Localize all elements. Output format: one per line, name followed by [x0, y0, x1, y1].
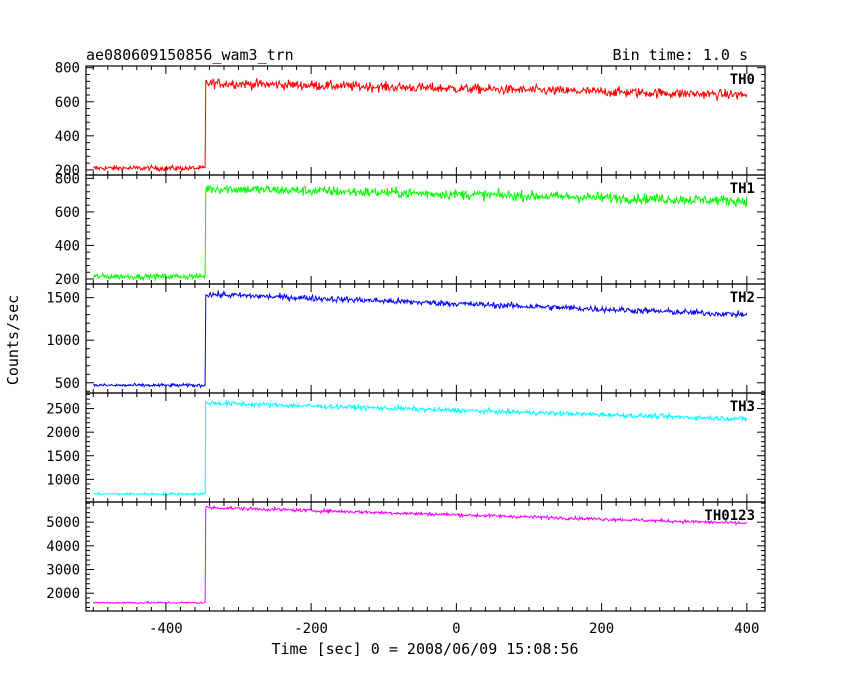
- panel-th3: 1000 1500 2000 2500 TH3: [46, 392, 766, 503]
- x-tick-label: 200: [589, 621, 614, 637]
- panel-th2: 500 1000 1500 TH2: [46, 283, 766, 394]
- series-line-th0123: [93, 505, 748, 605]
- y-tick-label: 2000: [46, 425, 80, 441]
- y-tick-label: 200: [55, 272, 80, 288]
- panel-th1: 200 400 600 800 TH1: [55, 171, 766, 288]
- x-axis-label: Time [sec] 0 = 2008/06/09 15:08:56: [271, 640, 578, 658]
- x-tick-label: -200: [294, 621, 328, 637]
- y-tick-label: 200: [55, 163, 80, 179]
- chart-title: ae080609150856_wam3_trn: [86, 46, 294, 64]
- y-tick-label: 800: [55, 171, 80, 187]
- series-line-th2: [93, 290, 748, 389]
- panel-frame: [85, 65, 766, 176]
- y-tick-label: 800: [55, 61, 80, 77]
- y-tick-label: 1500: [46, 449, 80, 465]
- panel-label-th3: TH3: [730, 399, 755, 415]
- panel-th0123: 2000 3000 4000 5000 TH0123: [46, 501, 766, 612]
- y-tick-label: 400: [55, 129, 80, 145]
- panel-label-th0: TH0: [730, 72, 755, 88]
- x-tick-label: 0: [452, 621, 460, 637]
- y-tick-label: 2000: [46, 586, 80, 602]
- panel-frame: [85, 283, 766, 394]
- y-tick-label: 1000: [46, 472, 80, 488]
- y-tick-label: 600: [55, 205, 80, 221]
- y-tick-label: 3000: [46, 563, 80, 579]
- panel-label-th0123: TH0123: [704, 508, 755, 524]
- x-tick-label: -400: [149, 621, 183, 637]
- panel-th0: 200 400 600 800 TH0: [55, 61, 766, 179]
- y-tick-label: 1000: [46, 333, 80, 349]
- y-tick-label: 5000: [46, 515, 80, 531]
- panel-label-th2: TH2: [730, 290, 755, 306]
- y-tick-label: 500: [55, 376, 80, 392]
- series-line-th3: [93, 399, 748, 497]
- series-line-th1: [92, 184, 748, 282]
- y-tick-label: 4000: [46, 539, 80, 555]
- panel-frame: [85, 501, 766, 612]
- panels-group: 200 400 600 800 TH0 200 400 600 800 TH1 500 1000 150…: [46, 61, 766, 612]
- y-tick-label: 1500: [46, 291, 80, 307]
- y-axis-label: Counts/sec: [4, 295, 22, 385]
- series-line-th0: [93, 78, 748, 173]
- x-axis: -400 -200 0 200 400: [149, 621, 759, 637]
- x-tick-label: 400: [734, 621, 759, 637]
- bin-time-label: Bin time: 1.0 s: [613, 46, 748, 64]
- y-tick-label: 2500: [46, 402, 80, 418]
- panel-label-th1: TH1: [730, 181, 755, 197]
- y-tick-label: 400: [55, 238, 80, 254]
- y-tick-label: 600: [55, 95, 80, 111]
